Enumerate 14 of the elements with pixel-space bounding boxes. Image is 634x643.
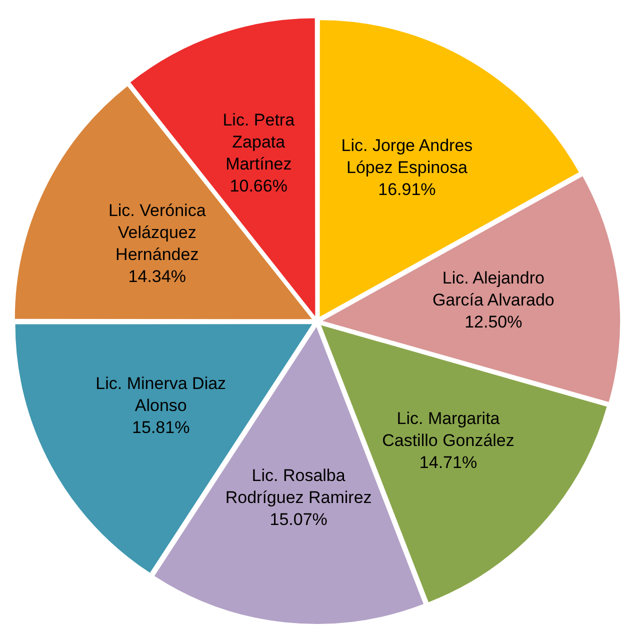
data-label: 14.34% — [128, 266, 186, 286]
data-label: 10.66% — [230, 176, 288, 196]
data-label: 15.81% — [132, 418, 190, 437]
data-label: 15.07% — [270, 510, 328, 529]
data-label: 16.91% — [378, 180, 436, 200]
slice-label: Lic. Verónica Velázquez Hernández — [108, 200, 206, 264]
slice-label: Lic. Alejandro García Alvarado — [432, 268, 554, 310]
slice-label: Lic. Margarita Castillo González — [382, 408, 514, 450]
data-label: 12.50% — [464, 312, 522, 332]
slice-label: Lic. Petra Zapata Martínez — [222, 110, 296, 174]
slice-label: Lic. Jorge Andres López Espinosa — [341, 136, 473, 178]
data-label: 14.71% — [419, 452, 478, 472]
slice-label: Lic. Minerva Diaz Alonso — [96, 374, 226, 415]
slice-label: Lic. Rosalba Rodríguez Ramirez — [225, 466, 372, 507]
